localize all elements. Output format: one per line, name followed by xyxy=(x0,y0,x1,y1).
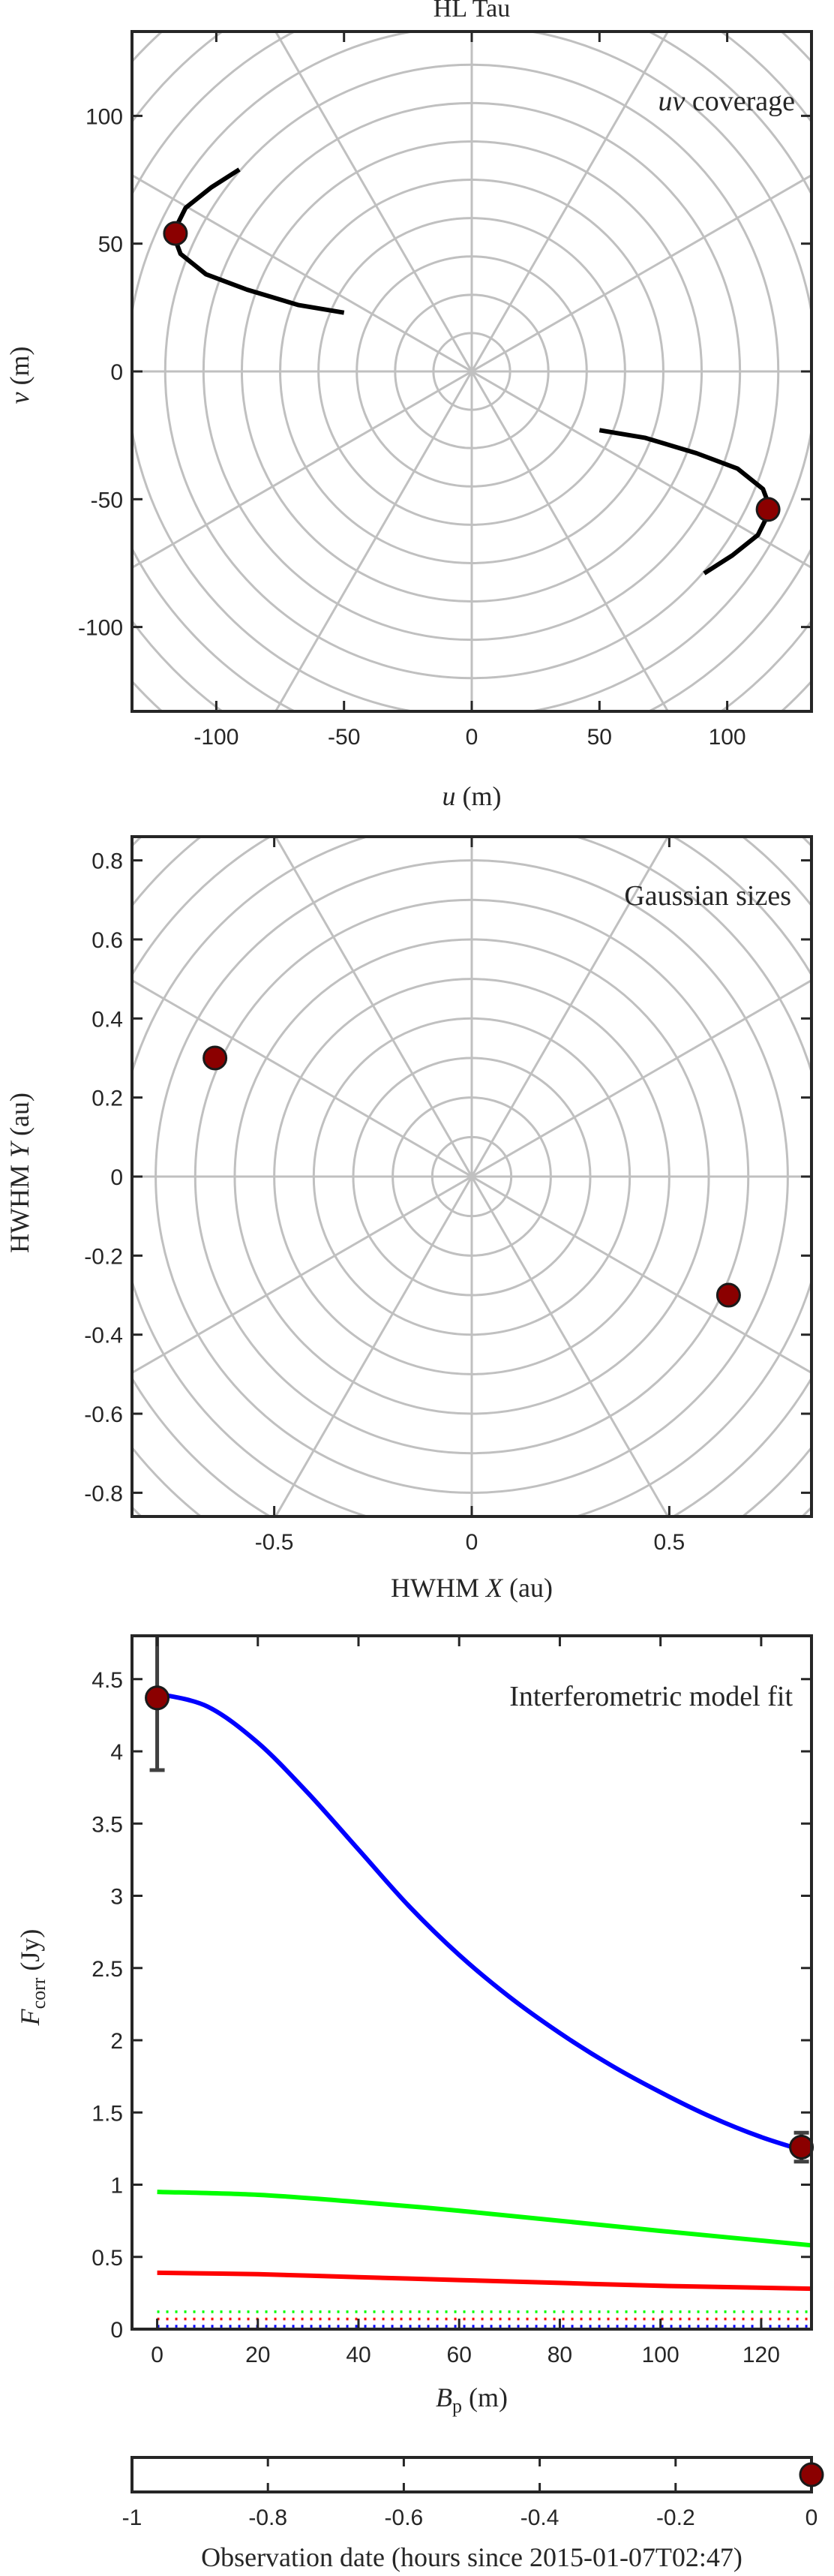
fit-ytick-label: 1 xyxy=(110,2174,123,2199)
sizes-ytick-label: -0.2 xyxy=(84,1244,123,1269)
fit-series xyxy=(156,1691,812,2328)
uv-xtick-label: -50 xyxy=(328,725,360,750)
date-axes-frame xyxy=(130,2456,813,2493)
fit-point xyxy=(145,1685,170,1711)
uv-ytick-label: 100 xyxy=(86,104,123,129)
fit-ytick-label: 0.5 xyxy=(92,2246,123,2271)
uv-coverage-panel: -100 -50 0 50 100 -100 -50 0 50 100 uv coverage u… xyxy=(0,0,834,1330)
fit-series-green xyxy=(157,2190,812,2248)
sizes-ytick-label: -0.6 xyxy=(84,1402,123,1427)
fit-point xyxy=(789,2134,814,2160)
fit-xtick-label: 120 xyxy=(742,2343,780,2367)
fit-series-blue xyxy=(156,1691,812,2156)
uv-annotation: uv coverage xyxy=(658,86,796,117)
sizes-ytick-label: -0.8 xyxy=(84,1481,123,1506)
fit-points xyxy=(145,1636,814,2164)
fit-annotation: Interferometric model fit xyxy=(509,1681,793,1712)
uv-xlabel: u (m) xyxy=(442,781,502,811)
date-xtick-label: -0.4 xyxy=(520,2505,560,2530)
uv-grid-ring xyxy=(0,0,834,1023)
sizes-ticks: -0.5 0 0.5 -0.8 -0.6 -0.4 -0.2 0 0.2 0.4 0.6 0.8 xyxy=(84,837,812,1555)
sizes-points xyxy=(202,1045,741,1308)
uv-polar-grid xyxy=(0,0,834,1330)
uv-grid-ring xyxy=(0,0,834,1100)
fit-xtick-label: 40 xyxy=(346,2343,370,2367)
size-point xyxy=(716,1282,741,1308)
date-xtick-label: 0 xyxy=(806,2505,818,2530)
fit-ticks: 0 20 40 60 80 100 120 0 0.5 1 1.5 2 2.5 3 3.5 4 4.5 xyxy=(92,1636,812,2367)
uv-tracks xyxy=(170,167,773,576)
observation-date-panel: -1 -0.8 -0.6 -0.4 -0.2 0 Observation date (ho… xyxy=(122,2456,824,2572)
uv-xtick-label: 0 xyxy=(466,725,478,750)
uv-point xyxy=(755,497,781,522)
fit-ytick-label: 4 xyxy=(110,1740,123,1765)
uv-ticks: -100 -50 0 50 100 -100 -50 0 50 100 xyxy=(78,32,812,750)
sizes-xtick-label: 0 xyxy=(466,1530,478,1555)
sizes-ytick-label: 0.6 xyxy=(92,928,123,953)
sizes-ytick-label: 0.4 xyxy=(92,1007,123,1032)
sizes-ytick-label: 0.2 xyxy=(92,1087,123,1111)
fit-ytick-label: 3.5 xyxy=(92,1812,123,1837)
date-ticks: -1 -0.8 -0.6 -0.4 -0.2 0 xyxy=(122,2457,818,2530)
uv-grid-ring xyxy=(0,0,834,908)
sizes-xtick-label: -0.5 xyxy=(255,1530,294,1555)
uv-xtick-label: 100 xyxy=(709,725,746,750)
figure-title: HL Tau xyxy=(434,0,510,23)
fit-ytick-label: 1.5 xyxy=(92,2101,123,2126)
fit-axes-frame xyxy=(130,1634,813,2331)
uv-points xyxy=(163,221,781,522)
fit-xlabel: Bp (m) xyxy=(436,2382,508,2417)
uv-grid-ring xyxy=(0,0,834,1291)
uv-grid-ring xyxy=(0,0,834,1330)
fit-series-red xyxy=(157,2270,812,2292)
fit-ytick-label: 0 xyxy=(110,2318,123,2343)
sizes-annotation: Gaussian sizes xyxy=(624,880,791,912)
fit-xtick-label: 60 xyxy=(447,2343,472,2367)
uv-grid-spoke xyxy=(132,173,812,570)
gaussian-sizes-panel: -0.5 0 0.5 -0.8 -0.6 -0.4 -0.2 0 0.2 0.4 0.6 0.8 Ga… xyxy=(4,835,813,1603)
uv-point xyxy=(163,221,188,246)
date-xtick-label: -0.6 xyxy=(385,2505,424,2530)
uv-track-line xyxy=(598,428,773,576)
uv-ytick-label: 50 xyxy=(98,233,123,257)
uv-xtick-label: -100 xyxy=(194,725,238,750)
sizes-ytick-label: 0.8 xyxy=(92,849,123,874)
sizes-ylabel: HWHM Y (au) xyxy=(4,1093,34,1253)
uv-ytick-label: 0 xyxy=(110,360,123,385)
fit-ylabel: Fcorr (Jy) xyxy=(15,1929,50,2027)
date-point xyxy=(799,2462,824,2487)
date-xtick-label: -1 xyxy=(122,2505,142,2530)
fit-ytick-label: 2.5 xyxy=(92,1957,123,1982)
fit-ytick-label: 2 xyxy=(110,2029,123,2054)
fit-ytick-label: 4.5 xyxy=(92,1668,123,1693)
sizes-xtick-label: 0.5 xyxy=(654,1530,686,1555)
uv-track-line xyxy=(170,167,345,315)
fit-ytick-label: 3 xyxy=(110,1885,123,1910)
sizes-ytick-label: -0.4 xyxy=(84,1324,123,1348)
uv-grid-ring xyxy=(132,32,812,711)
uv-ylabel: v (m) xyxy=(4,347,34,404)
fit-xtick-label: 100 xyxy=(642,2343,680,2367)
fit-xtick-label: 20 xyxy=(245,2343,270,2367)
model-fit-panel: 0 20 40 60 80 100 120 0 0.5 1 1.5 2 2.5 3 3.5 4 4.5 Inte… xyxy=(15,1634,814,2417)
sizes-xlabel: HWHM X (au) xyxy=(391,1573,553,1603)
sizes-ytick-label: 0 xyxy=(110,1165,123,1190)
uv-grid-spoke xyxy=(274,32,670,711)
sizes-grid-spoke xyxy=(132,978,812,1375)
fit-xtick-label: 0 xyxy=(151,2343,164,2367)
uv-ytick-label: -100 xyxy=(78,616,123,641)
sizes-polar-grid xyxy=(132,837,812,1516)
date-xlabel: Observation date (hours since 2015-01-07… xyxy=(201,2542,742,2572)
uv-xtick-label: 50 xyxy=(587,725,612,750)
uv-ytick-label: -50 xyxy=(91,488,123,512)
size-point xyxy=(202,1045,228,1071)
uv-grid-spoke xyxy=(274,32,670,711)
date-points xyxy=(799,2462,824,2487)
date-xtick-label: -0.2 xyxy=(656,2505,695,2530)
fit-xtick-label: 80 xyxy=(548,2343,572,2367)
date-xtick-label: -0.8 xyxy=(248,2505,287,2530)
